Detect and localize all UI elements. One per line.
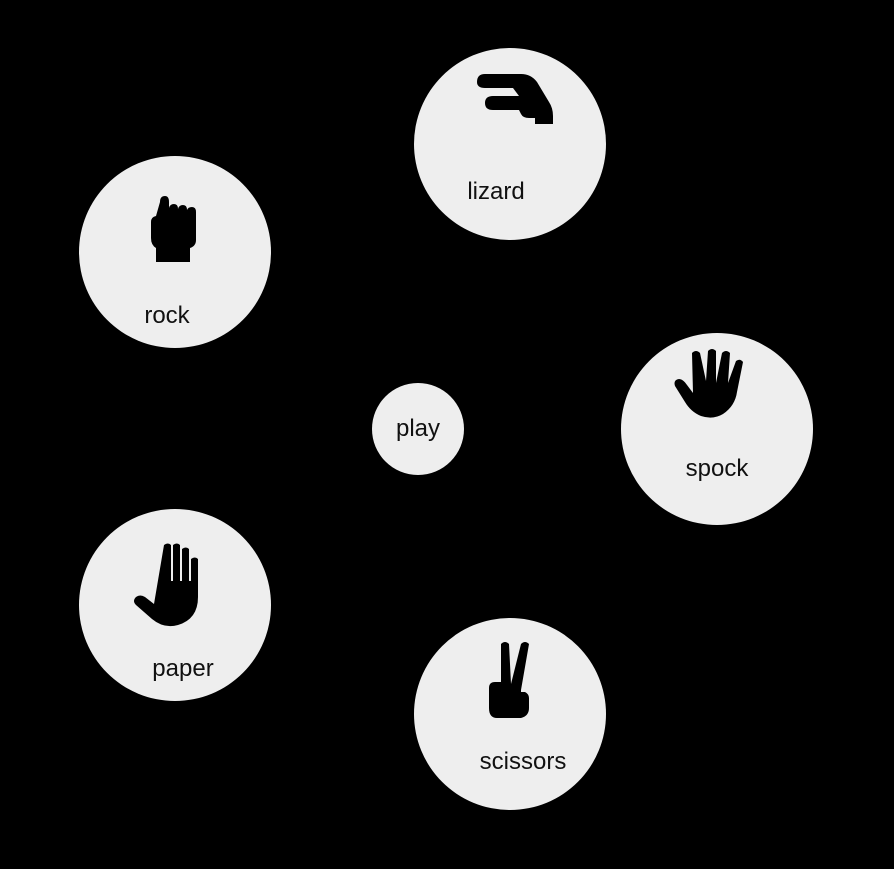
play-label: play xyxy=(395,415,441,442)
play-button[interactable]: play xyxy=(372,383,464,475)
spock-label: spock xyxy=(685,455,749,482)
lizard-button[interactable]: lizard xyxy=(414,48,606,240)
lizard-hand-icon xyxy=(465,68,555,158)
spock-button[interactable]: spock xyxy=(621,333,813,525)
open-hand-icon xyxy=(130,541,220,631)
victory-hand-icon xyxy=(465,638,555,728)
paper-button[interactable]: paper xyxy=(79,509,271,701)
rock-label: rock xyxy=(144,302,190,329)
vulcan-salute-icon xyxy=(672,343,762,433)
fist-icon xyxy=(130,184,220,274)
scissors-label: scissors xyxy=(479,748,567,775)
lizard-label: lizard xyxy=(467,178,525,205)
scissors-button[interactable]: scissors xyxy=(414,618,606,810)
rock-button[interactable]: rock xyxy=(79,156,271,348)
paper-label: paper xyxy=(152,655,214,682)
